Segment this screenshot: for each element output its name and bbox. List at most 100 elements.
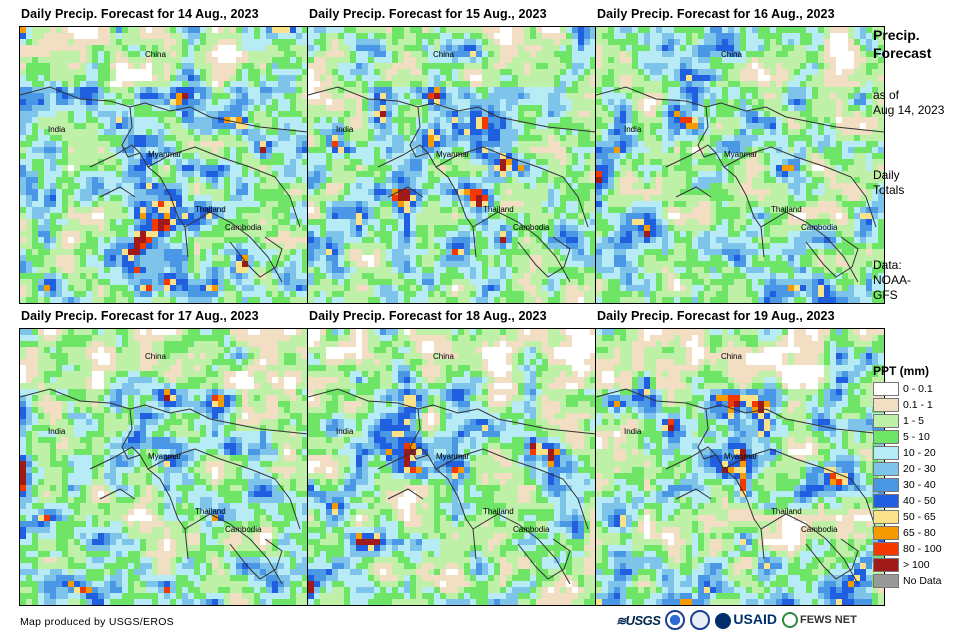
- country-border: [387, 488, 424, 500]
- legend-swatch: [873, 494, 899, 508]
- precip-map: China India Myanmar Thailand Cambodia: [595, 26, 885, 304]
- precip-map: China India Myanmar Thailand Cambodia: [19, 328, 309, 606]
- asof-line: as of: [873, 88, 900, 102]
- legend-item: 80 - 100: [873, 541, 967, 557]
- country-border: [805, 236, 859, 278]
- legend-item: 65 - 80: [873, 525, 967, 541]
- legend-item: 0 - 0.1: [873, 381, 967, 397]
- country-border: [377, 446, 429, 470]
- usgs-logo: ≋USGS: [616, 612, 661, 628]
- country-border: [596, 388, 884, 435]
- country-border: [308, 86, 596, 133]
- precip-legend: PPT (mm) 0 - 0.1 0.1 - 1 1 - 5 5 - 10 10 - 2…: [873, 364, 967, 589]
- panel-title: Daily Precip. Forecast for 15 Aug., 2023: [309, 7, 547, 21]
- map-canvas: China India Myanmar Thailand Cambodia: [596, 329, 884, 605]
- map-label-india: India: [624, 125, 642, 134]
- country-border: [675, 186, 712, 198]
- map-label-cambodia: Cambodia: [801, 525, 838, 534]
- map-canvas: China India Myanmar Thailand Cambodia: [20, 329, 308, 605]
- dos-seal-icon: [690, 610, 711, 630]
- legend-label: 40 - 50: [903, 495, 936, 507]
- map-canvas: China India Myanmar Thailand Cambodia: [20, 27, 308, 303]
- legend-swatch: [873, 462, 899, 476]
- country-border: [517, 236, 571, 278]
- country-border: [805, 538, 859, 580]
- country-border: [308, 388, 596, 435]
- map-label-myanmar: Myanmar: [724, 150, 758, 159]
- legend-swatch: [873, 478, 899, 492]
- map-label-thailand: Thailand: [483, 507, 514, 516]
- country-border: [675, 488, 712, 500]
- map-label-india: India: [48, 125, 66, 134]
- map-canvas: China India Myanmar Thailand Cambodia: [308, 329, 596, 605]
- panel-title: Daily Precip. Forecast for 18 Aug., 2023: [309, 309, 547, 323]
- legend-swatch: [873, 382, 899, 396]
- legend-label: 20 - 30: [903, 463, 936, 475]
- data-source: Data: NOAA- GFS: [873, 258, 911, 303]
- country-border: [99, 186, 136, 198]
- country-border: [472, 513, 571, 585]
- map-label-myanmar: Myanmar: [148, 150, 182, 159]
- map-label-cambodia: Cambodia: [225, 525, 262, 534]
- legend-label: 50 - 65: [903, 511, 936, 523]
- country-border: [229, 236, 283, 278]
- map-label-myanmar: Myanmar: [436, 452, 470, 461]
- legend-label: 0.1 - 1: [903, 399, 933, 411]
- legend-swatch: [873, 558, 899, 572]
- daily-line: Totals: [873, 183, 905, 197]
- map-label-china: China: [721, 50, 742, 59]
- panel-title: Daily Precip. Forecast for 14 Aug., 2023: [21, 7, 259, 21]
- map-label-india: India: [336, 427, 354, 436]
- country-border: [89, 144, 141, 168]
- country-border: [229, 538, 283, 580]
- map-label-cambodia: Cambodia: [513, 525, 550, 534]
- legend-swatch: [873, 510, 899, 524]
- legend-item: 0.1 - 1: [873, 397, 967, 413]
- country-border: [387, 186, 424, 198]
- map-label-thailand: Thailand: [483, 205, 514, 214]
- precip-map: China India Myanmar Thailand Cambodia: [595, 328, 885, 606]
- country-border: [89, 446, 141, 470]
- map-credit: Map produced by USGS/EROS: [20, 616, 174, 628]
- country-border: [596, 86, 884, 133]
- legend-swatch: [873, 526, 899, 540]
- legend-label: 1 - 5: [903, 415, 925, 427]
- legend-label: 0 - 0.1: [903, 383, 933, 395]
- agency-logos: ≋USGS USAID FEWS NET: [616, 605, 857, 635]
- country-border: [184, 211, 283, 283]
- country-border: [147, 448, 301, 530]
- map-label-china: China: [433, 352, 454, 361]
- data-line: Data:: [873, 258, 902, 272]
- daily-line: Daily: [873, 168, 900, 182]
- daily-totals-note: Daily Totals: [873, 168, 904, 198]
- fewsnet-logo: FEWS NET: [781, 612, 857, 628]
- country-border: [147, 146, 301, 228]
- noaa-logo-icon: [665, 610, 686, 630]
- precip-map: China India Myanmar Thailand Cambodia: [307, 26, 597, 304]
- legend-item: > 100: [873, 557, 967, 573]
- country-border: [377, 144, 429, 168]
- as-of-date: as of Aug 14, 2023: [873, 88, 944, 118]
- map-label-thailand: Thailand: [195, 205, 226, 214]
- legend-title: PPT (mm): [873, 364, 930, 378]
- country-border: [20, 86, 308, 133]
- country-border: [472, 211, 571, 283]
- map-label-thailand: Thailand: [771, 205, 802, 214]
- map-label-thailand: Thailand: [195, 507, 226, 516]
- legend-item: 20 - 30: [873, 461, 967, 477]
- usgs-wave-icon: ≋: [616, 613, 626, 628]
- panel-title: Daily Precip. Forecast for 16 Aug., 2023: [597, 7, 835, 21]
- legend-item: 40 - 50: [873, 493, 967, 509]
- title-line: Precip.: [873, 27, 920, 43]
- legend-item: 10 - 20: [873, 445, 967, 461]
- map-label-cambodia: Cambodia: [801, 223, 838, 232]
- country-border: [20, 388, 308, 435]
- map-label-india: India: [48, 427, 66, 436]
- legend-swatch: [873, 398, 899, 412]
- precip-map: China India Myanmar Thailand Cambodia: [307, 328, 597, 606]
- map-label-china: China: [721, 352, 742, 361]
- legend-item: 50 - 65: [873, 509, 967, 525]
- legend-swatch: [873, 542, 899, 556]
- fewsnet-globe-icon: [781, 612, 798, 628]
- map-label-china: China: [433, 50, 454, 59]
